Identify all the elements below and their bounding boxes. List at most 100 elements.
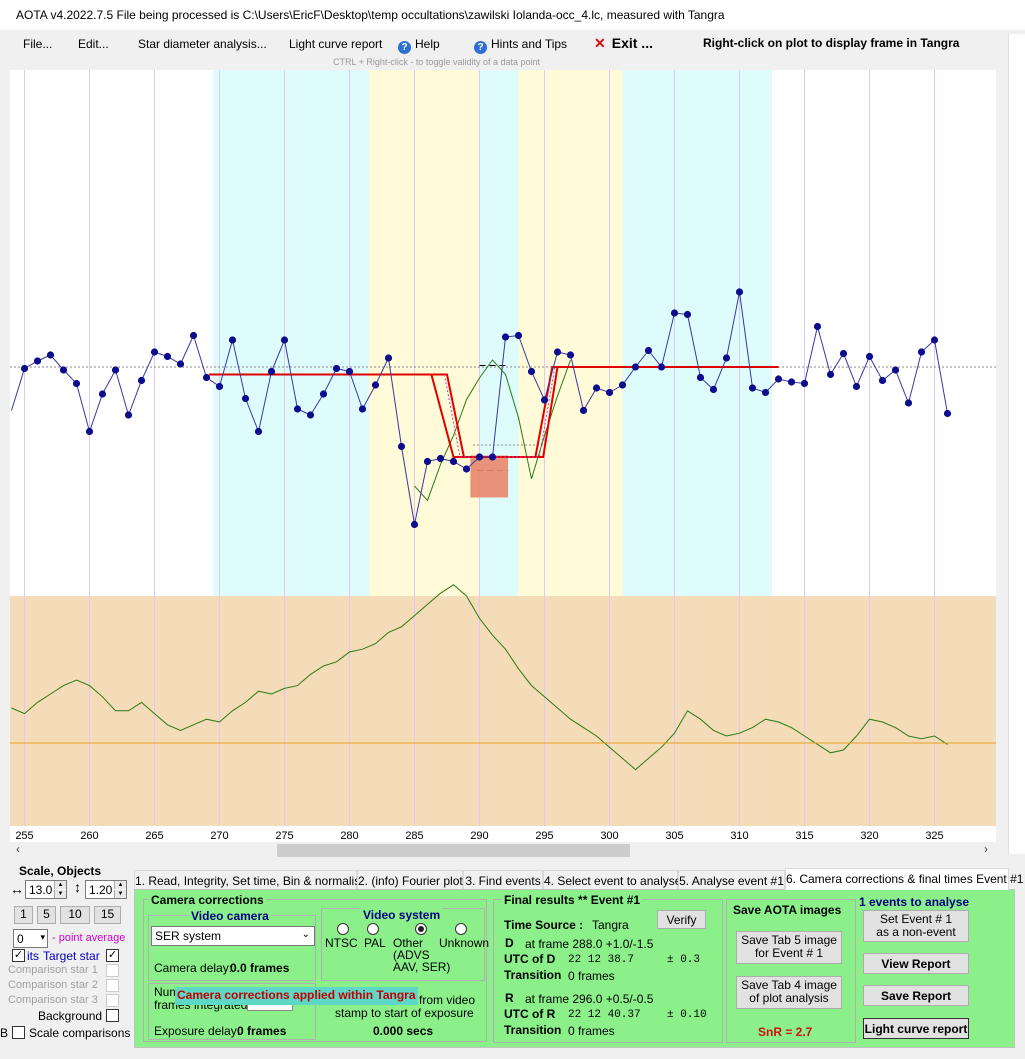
target-point <box>410 520 419 529</box>
x-tick-label: 265 <box>145 830 163 842</box>
target-point <box>722 354 731 362</box>
h-scale-stepper[interactable]: 13.0 ▲ ▼ <box>25 880 67 899</box>
x-tick-label: 255 <box>15 830 33 842</box>
point-average-select[interactable]: 0 ▾ <box>13 929 48 948</box>
scroll-right-icon[interactable]: › <box>984 842 988 856</box>
target-point <box>553 348 562 356</box>
target-point <box>241 394 250 403</box>
menu-help[interactable]: ? Help <box>398 37 440 54</box>
tab-select-event[interactable]: 4. Select event to analyse <box>543 870 681 890</box>
target-point <box>761 388 770 397</box>
band-yellow-right <box>518 70 623 596</box>
scale-objects-heading: Scale, Objects <box>19 864 102 878</box>
video-system-title: Video system <box>361 908 443 922</box>
target-point <box>358 405 367 413</box>
ntsc-radio[interactable] <box>337 923 349 935</box>
target-point <box>267 367 276 376</box>
scale-15-button[interactable]: 15 <box>94 906 121 924</box>
target-point <box>917 348 926 356</box>
target-point <box>423 457 432 466</box>
stamp-to-start-label: stamp to start of exposure <box>335 1006 474 1020</box>
other-sub-label: (ADVS AAV, SER) <box>393 948 451 974</box>
menu-hints[interactable]: ? Hints and Tips <box>474 37 567 54</box>
events-count: 1 events to analyse <box>859 895 970 909</box>
exit-x-icon: ✕ <box>594 35 606 51</box>
plot-horizontal-scrollbar[interactable]: ‹ › <box>10 842 996 859</box>
comparison-star-1-checkbox[interactable] <box>106 964 119 977</box>
light-curve-report-button[interactable]: Light curve report <box>863 1018 969 1039</box>
tab-fourier[interactable]: 2. (info) Fourier plot <box>357 870 463 890</box>
target-point <box>488 453 497 461</box>
target-star-checkbox[interactable]: ✓ <box>106 949 119 962</box>
x-tick-label: 260 <box>80 830 98 842</box>
menu-star-diameter[interactable]: Star diameter analysis... <box>138 37 267 51</box>
save-tab5-image-button[interactable]: Save Tab 5 image for Event # 1 <box>736 931 842 964</box>
target-point <box>124 411 133 419</box>
unknown-radio[interactable] <box>455 923 467 935</box>
target-point <box>371 381 380 389</box>
tab-find-events[interactable]: 3. Find events <box>463 870 543 890</box>
target-point <box>449 457 458 466</box>
utc-r-error: ± 0.10 <box>667 1009 707 1021</box>
menu-file[interactable]: File... <box>23 37 53 51</box>
target-point <box>397 442 406 451</box>
x-tick-label: 295 <box>535 830 553 842</box>
scroll-left-icon[interactable]: ‹ <box>16 842 20 856</box>
tab-analyse-event[interactable]: 5. Analyse event #1 <box>678 870 785 890</box>
corrections-applied-banner: Camera corrections applied within Tangra <box>175 987 418 1005</box>
noise-line <box>11 584 948 771</box>
background-checkbox[interactable] <box>106 1009 119 1022</box>
target-point <box>800 379 809 388</box>
scale-objects-panel: Scale, Objects ↔ 13.0 ▲ ▼ ↕ 1.20 ▲ ▼ 1 5 10 … <box>0 860 132 1059</box>
right-click-hint: Right-click on plot to display frame in … <box>703 36 960 50</box>
tab-read-integrity[interactable]: 1. Read, Integrity, Set time, Bin & norm… <box>134 870 367 890</box>
pal-radio[interactable] <box>367 923 379 935</box>
v-scale-stepper[interactable]: 1.20 ▲ ▼ <box>85 880 127 899</box>
menu-exit[interactable]: ✕ Exit ... <box>594 35 653 51</box>
scale-1-button[interactable]: 1 <box>14 906 33 924</box>
band-yellow-left <box>369 70 480 596</box>
pal-label: PAL <box>364 936 386 950</box>
target-point <box>709 385 718 394</box>
scrollbar-thumb[interactable] <box>277 844 630 857</box>
target-point <box>566 351 575 359</box>
right-edge-panel <box>1008 34 1025 854</box>
x-tick-label: 320 <box>860 830 878 842</box>
target-point <box>774 375 783 383</box>
target-point <box>111 366 120 374</box>
save-tab4-image-button[interactable]: Save Tab 4 image of plot analysis <box>736 976 842 1009</box>
target-point <box>228 336 237 344</box>
scale-5-button[interactable]: 5 <box>37 906 56 924</box>
target-point <box>202 373 211 382</box>
scale-comparisons-label: Scale comparisons <box>29 1026 131 1040</box>
num-frames-partial: Num <box>154 985 180 999</box>
r-label: R <box>505 991 514 1005</box>
save-report-button[interactable]: Save Report <box>863 985 969 1006</box>
comparison-star-2-checkbox[interactable] <box>106 979 119 992</box>
other-radio[interactable] <box>415 923 427 935</box>
h-scale-icon: ↔ <box>10 881 24 897</box>
target-point <box>254 427 263 436</box>
set-non-event-button[interactable]: Set Event # 1 as a non-event <box>863 910 969 942</box>
d-transition-value: 0 frames <box>568 969 615 983</box>
target-star-prefix-checkbox[interactable]: ✓ <box>12 949 25 962</box>
x-tick-label: 315 <box>795 830 813 842</box>
scale-comparisons-checkbox[interactable] <box>12 1026 25 1039</box>
target-point <box>592 384 601 392</box>
scale-10-button[interactable]: 10 <box>60 906 90 924</box>
light-curve-plot[interactable]: 255 260 265 270 275 280 285 290 295 300 305 310 315 3… <box>10 70 996 842</box>
menu-edit[interactable]: Edit... <box>78 37 109 51</box>
utc-r-label: UTC of R <box>504 1007 556 1021</box>
comparison-star-3-checkbox[interactable] <box>106 994 119 1007</box>
tab-strip: 1. Read, Integrity, Set time, Bin & norm… <box>132 868 1025 890</box>
view-report-button[interactable]: View Report <box>863 953 969 974</box>
menu-light-curve-report[interactable]: Light curve report <box>289 37 383 51</box>
verify-button[interactable]: Verify <box>657 910 706 929</box>
utc-d-label: UTC of D <box>504 952 556 966</box>
target-point <box>33 357 42 365</box>
comparison-star-2-label: Comparison star 2 <box>8 979 98 991</box>
tab-camera-corrections[interactable]: 6. Camera corrections & final times Even… <box>785 868 1023 890</box>
frame-gridlines <box>24 70 935 826</box>
utc-d-value: 22 12 38.7 <box>568 954 635 966</box>
camera-select[interactable]: SER system ⌄ <box>151 926 315 946</box>
